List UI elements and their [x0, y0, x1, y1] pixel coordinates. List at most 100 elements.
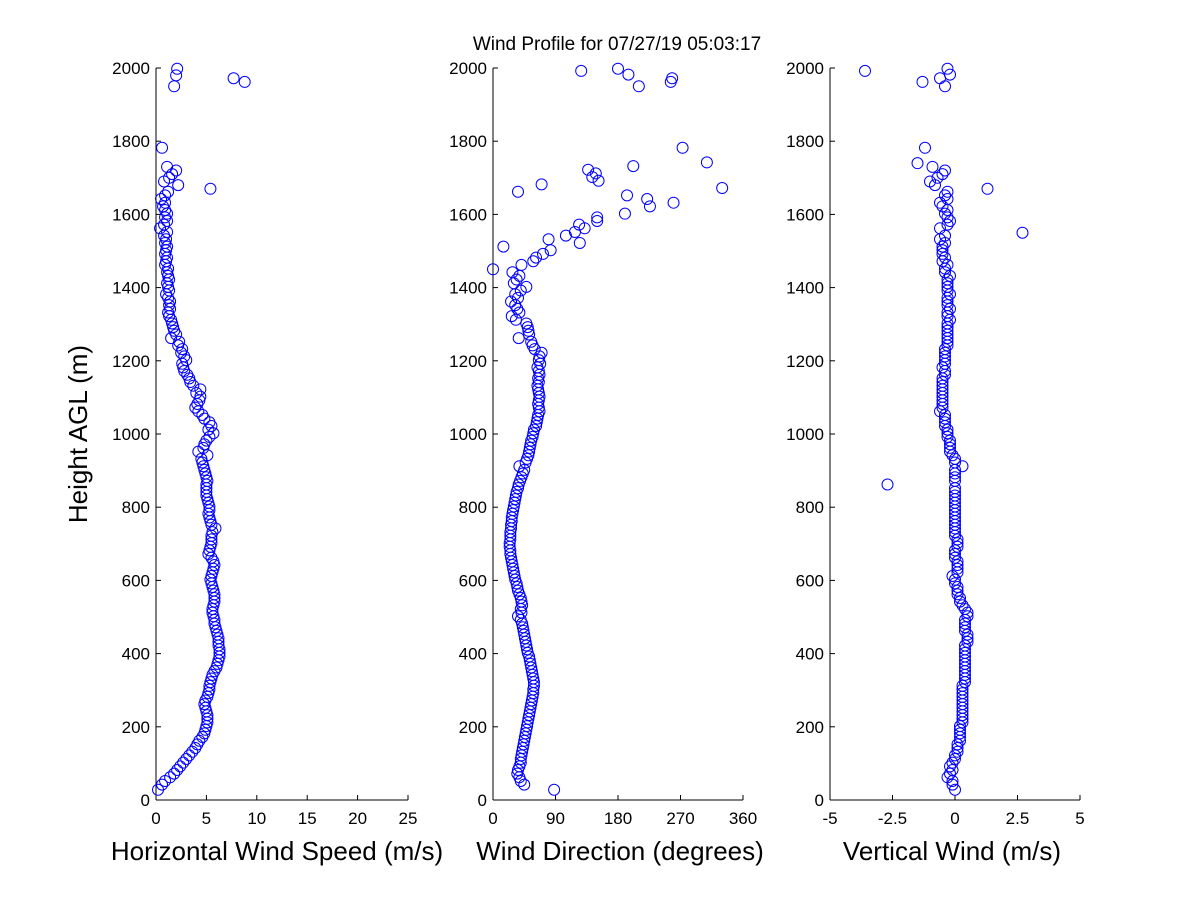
data-point [951, 540, 964, 553]
data-point [198, 727, 211, 740]
x-tick-label: 15 [298, 809, 317, 828]
y-tick-label: 1600 [449, 205, 487, 224]
data-point [167, 321, 180, 334]
data-point [949, 489, 961, 502]
data-point [164, 771, 177, 784]
data-point [956, 687, 969, 700]
data-point [939, 346, 951, 359]
data-point [924, 175, 936, 188]
data-point [949, 544, 961, 557]
data-point [934, 222, 946, 235]
y-tick-label: 1400 [449, 279, 487, 298]
data-point [183, 749, 196, 762]
data-point [956, 599, 969, 612]
data-point [175, 346, 188, 359]
data-point [162, 185, 175, 198]
y-tick-label: 1600 [112, 205, 150, 224]
data-point [954, 727, 966, 740]
data-point [158, 218, 171, 231]
y-tick-label: 2000 [786, 59, 824, 78]
data-point [511, 580, 524, 593]
data-point [961, 632, 974, 645]
y-tick-label: 1000 [449, 425, 487, 444]
data-point [210, 624, 223, 637]
y-tick-label: 400 [459, 645, 487, 664]
data-point [939, 350, 951, 363]
data-point [949, 548, 961, 561]
data-point [939, 189, 951, 202]
panel-1: 0 200 400 600 800 1000 1200 1400 1600 1800 2000 0 5 1… [63, 59, 443, 866]
data-point [196, 408, 209, 421]
data-point [941, 273, 954, 286]
data-point [936, 240, 949, 253]
x-tick-label: 180 [604, 809, 632, 828]
y-tick-label: 1600 [786, 205, 824, 224]
data-point [523, 654, 536, 667]
data-point [939, 251, 951, 264]
data-point [936, 244, 949, 257]
y-tick-label: 800 [122, 498, 150, 517]
x-tick-label: 270 [666, 809, 694, 828]
y-tick-label: 1200 [786, 352, 824, 371]
data-point [589, 167, 602, 180]
y-tick-label: 600 [796, 571, 824, 590]
y-tick-label: 0 [815, 791, 824, 810]
data-point [532, 354, 545, 367]
data-point [513, 269, 526, 282]
data-point [159, 196, 172, 209]
data-point [171, 62, 184, 75]
data-point [944, 767, 956, 780]
data-point [238, 75, 251, 88]
data-point [159, 189, 172, 202]
data-point [936, 168, 949, 181]
data-point [944, 434, 956, 447]
data-point [516, 599, 529, 612]
data-point [187, 379, 200, 392]
y-tick-label: 1800 [786, 132, 824, 151]
data-point [939, 266, 951, 279]
data-point [515, 258, 528, 271]
data-point [1016, 226, 1029, 239]
data-point [505, 295, 518, 308]
data-point [200, 471, 213, 484]
data-point [592, 174, 605, 187]
x-tick-label: 0 [488, 809, 497, 828]
data-point [944, 288, 956, 301]
data-point [159, 258, 172, 271]
data-point [934, 405, 946, 418]
x-tick-label: -5 [822, 809, 837, 828]
data-point [949, 551, 961, 564]
data-point [941, 185, 954, 198]
data-point [204, 573, 217, 586]
data-point [941, 430, 954, 443]
data-point [163, 273, 176, 286]
y-tick-label: 200 [459, 718, 487, 737]
data-point [951, 738, 964, 751]
data-point [159, 247, 172, 260]
data-point [941, 218, 954, 231]
data-point [944, 760, 956, 773]
data-point [954, 720, 966, 733]
data-point [518, 463, 531, 476]
data-point [911, 157, 924, 170]
data-point [497, 240, 510, 253]
data-point [512, 482, 524, 495]
data-point [178, 365, 191, 378]
data-point [227, 72, 240, 85]
data-point [936, 379, 949, 392]
data-point [512, 584, 524, 597]
data-point [162, 262, 175, 275]
data-point [573, 236, 586, 249]
data-point [517, 624, 530, 637]
data-point [181, 368, 194, 381]
data-point [542, 233, 555, 246]
figure-title: Wind Profile for 07/27/19 05:03:17 [473, 34, 761, 55]
data-point [168, 324, 181, 337]
data-point [582, 163, 595, 176]
data-point [959, 621, 971, 634]
data-point [507, 277, 520, 290]
data-point [951, 588, 964, 601]
y-axis-label: Height AGL (m) [63, 345, 93, 523]
data-point [956, 460, 969, 473]
